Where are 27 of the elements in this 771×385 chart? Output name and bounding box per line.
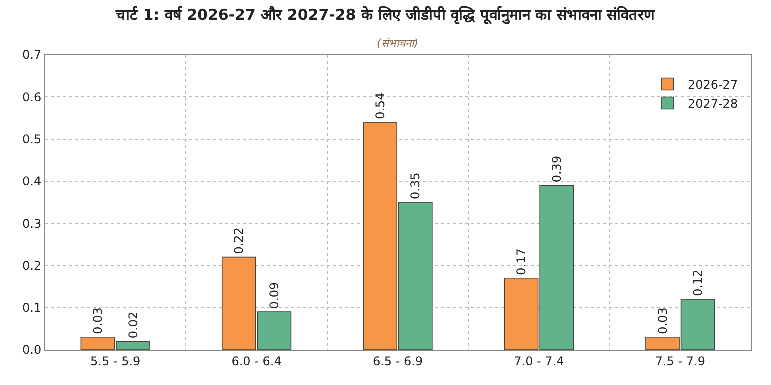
chart-subtitle: (संभावना) xyxy=(377,37,419,50)
data-label: 0.09 xyxy=(267,282,282,310)
y-tick-label: 0.4 xyxy=(22,174,42,189)
legend-label: 2026-27 xyxy=(688,78,738,92)
y-tick-label: 0.3 xyxy=(22,216,42,231)
data-label: 0.03 xyxy=(656,308,670,334)
y-tick-label: 0.0 xyxy=(22,343,42,358)
data-label: 0.35 xyxy=(408,172,423,200)
x-tick-label: 5.5 - 5.9 xyxy=(90,354,141,368)
y-tick-label: 0.7 xyxy=(22,48,42,62)
y-tick-label: 0.5 xyxy=(22,132,42,146)
y-tick-label: 0.1 xyxy=(22,301,42,316)
x-tick-label: 6.0 - 6.4 xyxy=(232,354,282,368)
data-label: 0.12 xyxy=(691,270,706,296)
data-label: 0.17 xyxy=(514,248,529,276)
data-label: 0.54 xyxy=(373,92,388,120)
legend-label: 2027-28 xyxy=(688,96,738,111)
x-tick-label: 7.0 - 7.4 xyxy=(514,354,564,368)
data-label: 0.02 xyxy=(126,312,140,339)
x-tick-label: 6.5 - 6.9 xyxy=(372,354,424,368)
data-label: 0.39 xyxy=(550,156,564,183)
data-label: 0.22 xyxy=(232,228,246,254)
y-tick-label: 0.2 xyxy=(22,258,42,273)
chart-title: चार्ट 1: वर्ष 2026-27 और 2027-28 के लिए जीडीपी वृद्धि पूर्वानुमान का संभावना संवितरण xyxy=(114,6,656,26)
x-tick-label: 7.5 - 7.9 xyxy=(655,354,706,368)
y-tick-label: 0.6 xyxy=(22,90,42,104)
data-label: 0.03 xyxy=(90,308,105,334)
